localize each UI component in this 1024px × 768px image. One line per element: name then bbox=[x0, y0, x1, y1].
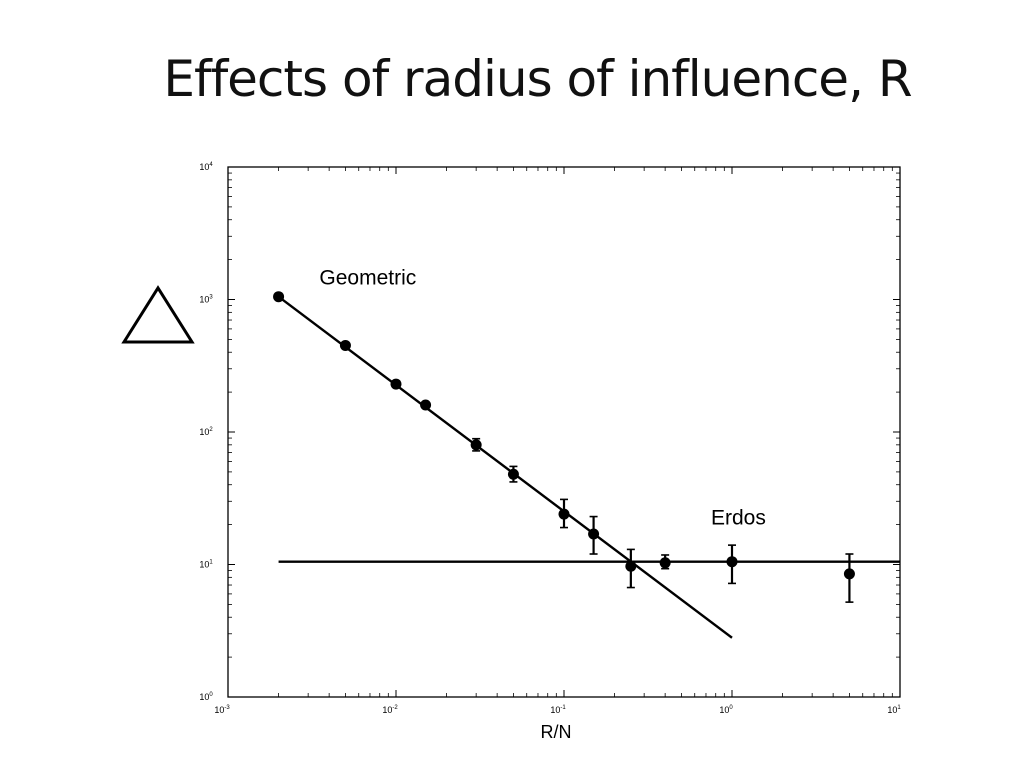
fit-line-geometric bbox=[277, 295, 733, 639]
data-point bbox=[470, 439, 482, 451]
y-axis-triangle-symbol bbox=[121, 285, 195, 344]
data-point bbox=[659, 557, 671, 569]
data-point bbox=[390, 378, 402, 390]
annotation-geometric: Geometric bbox=[319, 266, 416, 289]
x-tick-label: 10-3 bbox=[214, 705, 230, 715]
y-tick-label: 104 bbox=[199, 162, 213, 172]
x-tick-label: 10-2 bbox=[382, 705, 398, 715]
y-tick-label: 101 bbox=[199, 560, 213, 570]
data-point bbox=[726, 556, 738, 568]
x-tick-label: 100 bbox=[719, 705, 733, 715]
data-point bbox=[273, 291, 285, 303]
plot-frame bbox=[227, 166, 901, 698]
annotation-erdos: Erdos bbox=[711, 507, 766, 530]
y-tick-label: 100 bbox=[199, 692, 213, 702]
data-point bbox=[588, 528, 600, 540]
data-point bbox=[558, 508, 570, 520]
x-tick-label: 101 bbox=[887, 705, 901, 715]
data-point bbox=[843, 568, 855, 580]
y-tick-label: 103 bbox=[199, 295, 213, 305]
data-point bbox=[507, 468, 519, 480]
slide-title: Effects of radius of influence, R bbox=[163, 50, 912, 108]
data-point bbox=[420, 399, 432, 411]
data-point bbox=[339, 339, 351, 351]
x-tick-label: 10-1 bbox=[550, 705, 566, 715]
x-axis-label: R/N bbox=[541, 722, 572, 742]
y-tick-label: 102 bbox=[199, 427, 213, 437]
data-point bbox=[625, 560, 637, 572]
